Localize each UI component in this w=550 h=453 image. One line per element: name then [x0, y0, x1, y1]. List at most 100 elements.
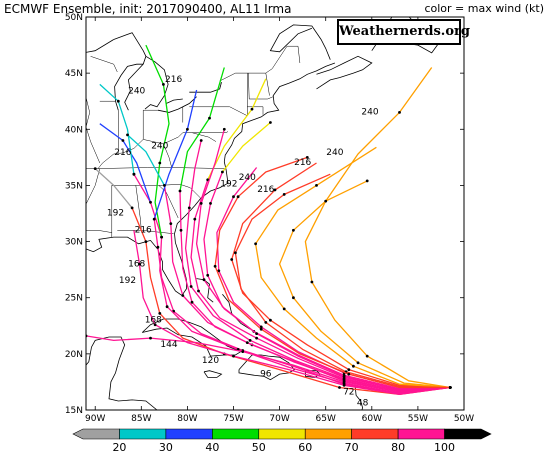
track-point	[197, 289, 200, 293]
state-border	[265, 73, 270, 96]
forecast-hour-label: 216	[165, 75, 182, 85]
track-point	[152, 217, 156, 221]
track-point	[222, 127, 226, 131]
track-point	[236, 195, 240, 199]
track-point	[232, 195, 235, 199]
x-tick-label: 85W	[131, 414, 151, 424]
y-tick-label: 15N	[65, 406, 83, 416]
coastline	[86, 39, 114, 53]
colorbar-segment	[119, 428, 167, 440]
state-border	[86, 96, 90, 113]
track-point	[213, 264, 217, 268]
state-border	[86, 168, 101, 231]
colorbar-segment	[165, 428, 213, 440]
track-point	[230, 258, 234, 261]
track-point	[305, 156, 309, 159]
forecast-hour-label: 192	[119, 276, 136, 286]
colorbar-segment	[351, 428, 399, 440]
track-point	[163, 184, 166, 187]
colorbar-label: 80	[391, 441, 405, 453]
coastline	[269, 24, 331, 60]
colorbar-label: 50	[252, 441, 266, 453]
track-point	[273, 188, 277, 192]
colorbar-label: 70	[345, 441, 359, 453]
track-point	[232, 354, 235, 358]
track-point	[241, 350, 245, 353]
track-point	[217, 269, 221, 273]
track-point	[342, 377, 346, 380]
state-border	[219, 45, 301, 82]
track-point	[365, 354, 369, 358]
track-point	[132, 172, 136, 176]
coastline	[196, 278, 214, 303]
track-point	[209, 202, 212, 205]
track-point	[282, 193, 286, 196]
track-point	[158, 312, 162, 315]
state-border	[34, 64, 35, 101]
coastline	[144, 55, 169, 110]
x-tick-label: 70W	[269, 414, 289, 424]
forecast-hour-label: 96	[260, 369, 272, 379]
track-point	[324, 199, 328, 203]
ensemble-track	[133, 173, 451, 394]
color-legend-title: color = max wind (kt)	[424, 2, 544, 15]
track-point	[259, 325, 263, 329]
state-border	[191, 132, 217, 142]
y-tick-label: 25N	[65, 294, 83, 304]
state-border	[90, 56, 118, 73]
track-point	[259, 327, 263, 331]
x-tick-label: 90W	[85, 414, 105, 424]
forecast-hour-label: 192	[220, 180, 237, 190]
forecast-hour-label: 216	[257, 185, 274, 195]
x-tick-label: 60W	[362, 414, 382, 424]
coastline	[189, 81, 222, 93]
track-point	[190, 300, 194, 304]
forecast-hour-label: 216	[135, 226, 152, 236]
track-point	[282, 307, 286, 311]
track-point	[169, 222, 173, 226]
track-point	[193, 217, 197, 221]
forecast-hour-label: 48	[357, 399, 369, 409]
ensemble-track	[254, 146, 451, 389]
colorbar-segment	[397, 428, 445, 440]
coastline	[86, 62, 336, 297]
forecast-hour-label: 168	[145, 315, 162, 325]
forecast-hour-label: 240	[326, 148, 343, 158]
watermark-logo: Weathernerds.org	[337, 19, 470, 45]
track-point	[126, 133, 129, 137]
colorbar-segment	[72, 428, 120, 440]
track-point	[234, 251, 237, 255]
track-point	[186, 127, 189, 131]
coastline	[113, 32, 147, 57]
track-point	[292, 228, 295, 232]
y-tick-label: 45N	[65, 69, 83, 79]
track-point	[292, 296, 295, 300]
track-point	[187, 206, 191, 210]
y-tick-label: 35N	[65, 181, 83, 191]
track-point	[338, 386, 341, 389]
ensemble-track	[145, 44, 170, 238]
forecast-hour-label: 72	[343, 387, 354, 397]
coastline	[316, 55, 373, 90]
coastline	[238, 354, 296, 381]
track-point	[138, 262, 141, 266]
track-point	[448, 386, 452, 389]
forecast-hour-label: 240	[239, 173, 256, 183]
track-point	[342, 383, 346, 387]
ensemble-track	[231, 162, 451, 389]
colorbar-label: 20	[112, 441, 126, 453]
state-border	[248, 73, 250, 100]
x-tick-label: 65W	[316, 414, 336, 424]
state-border	[142, 56, 147, 65]
colorbar-segment	[444, 428, 492, 440]
ensemble-track	[214, 156, 451, 389]
ensemble-track	[207, 78, 267, 181]
ensemble-track	[304, 67, 451, 389]
state-border	[69, 54, 75, 66]
forecast-hour-label: 144	[160, 340, 177, 350]
track-point	[178, 189, 182, 193]
coastline	[203, 370, 223, 378]
track-point	[162, 83, 165, 86]
state-border	[158, 185, 179, 219]
